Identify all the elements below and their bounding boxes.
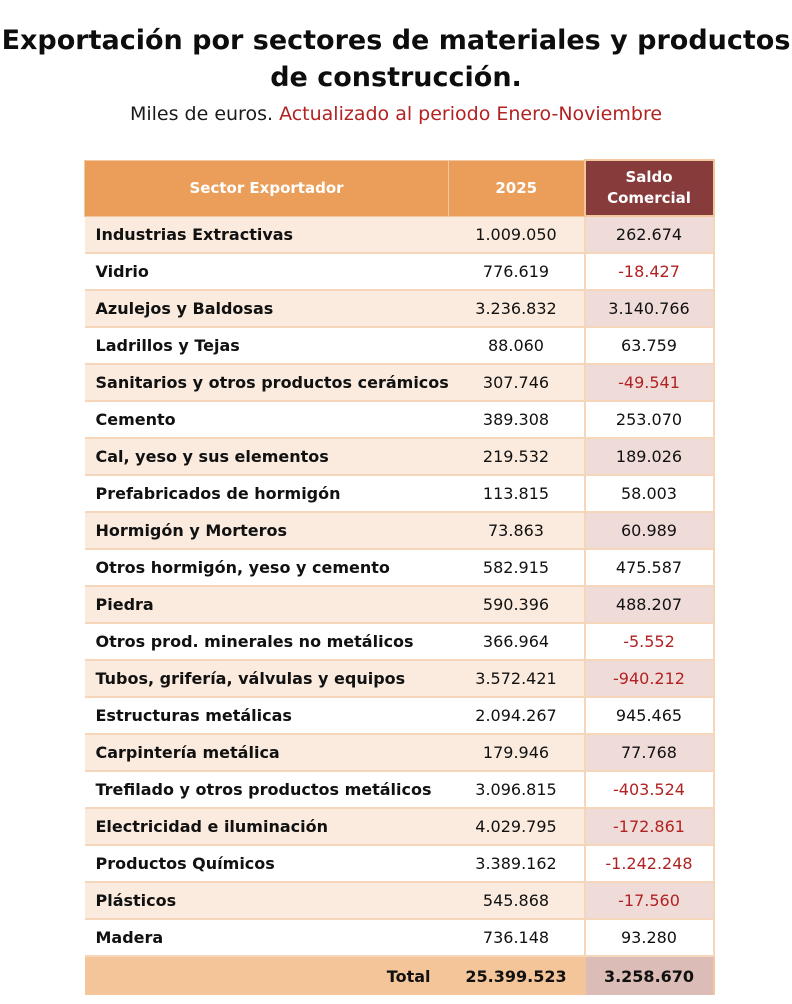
column-header-saldo-line1: Saldo <box>625 168 673 186</box>
column-header-sector: Sector Exportador <box>84 159 449 217</box>
cell-saldo: -940.212 <box>583 660 715 698</box>
cell-sector: Piedra <box>84 586 449 624</box>
total-2025: 25.399.523 <box>448 956 585 995</box>
cell-saldo: 93.280 <box>583 919 715 957</box>
table-row: Sanitarios y otros productos cerámicos 30… <box>84 364 715 402</box>
table-row: Madera 736.148 93.280 <box>84 919 715 957</box>
table-row: Carpintería metálica 179.946 77.768 <box>84 734 715 772</box>
export-table: Sector Exportador 2025 Saldo Comercial I… <box>84 159 715 995</box>
cell-2025: 4.029.795 <box>448 808 585 846</box>
table-row: Ladrillos y Tejas 88.060 63.759 <box>84 327 715 365</box>
cell-2025: 3.236.832 <box>448 290 585 328</box>
cell-saldo: -172.861 <box>583 808 715 846</box>
cell-2025: 736.148 <box>448 919 585 957</box>
table-row: Hormigón y Morteros 73.863 60.989 <box>84 512 715 550</box>
cell-saldo: -18.427 <box>583 253 715 291</box>
cell-2025: 219.532 <box>448 438 585 476</box>
cell-sector: Industrias Extractivas <box>84 216 449 254</box>
cell-saldo: 60.989 <box>583 512 715 550</box>
cell-saldo: -1.242.248 <box>583 845 715 883</box>
cell-sector: Otros hormigón, yeso y cemento <box>84 549 449 587</box>
cell-sector: Electricidad e iluminación <box>84 808 449 846</box>
cell-2025: 590.396 <box>448 586 585 624</box>
cell-2025: 3.096.815 <box>448 771 585 809</box>
table-row: Tubos, grifería, válvulas y equipos 3.572… <box>84 660 715 698</box>
table-body: Industrias Extractivas 1.009.050 262.674 Vi… <box>84 216 715 995</box>
table-row: Plásticos 545.868 -17.560 <box>84 882 715 920</box>
cell-2025: 366.964 <box>448 623 585 661</box>
cell-saldo: -5.552 <box>583 623 715 661</box>
table-row: Cemento 389.308 253.070 <box>84 401 715 439</box>
cell-saldo: -17.560 <box>583 882 715 920</box>
cell-sector: Tubos, grifería, válvulas y equipos <box>84 660 449 698</box>
cell-sector: Prefabricados de hormigón <box>84 475 449 513</box>
cell-sector: Productos Químicos <box>84 845 449 883</box>
cell-saldo: 77.768 <box>583 734 715 772</box>
column-header-2025: 2025 <box>448 159 585 217</box>
cell-sector: Estructuras metálicas <box>84 697 449 735</box>
table-total-row: Total 25.399.523 3.258.670 <box>84 956 715 995</box>
title-line-1: Exportación por sectores de materiales y… <box>1 25 791 56</box>
cell-saldo: -403.524 <box>583 771 715 809</box>
cell-2025: 3.572.421 <box>448 660 585 698</box>
cell-sector: Vidrio <box>84 253 449 291</box>
title-line-2: de construcción. <box>270 62 522 93</box>
cell-saldo: -49.541 <box>583 364 715 402</box>
cell-sector: Hormigón y Morteros <box>84 512 449 550</box>
cell-sector: Sanitarios y otros productos cerámicos <box>84 364 449 402</box>
cell-2025: 1.009.050 <box>448 216 585 254</box>
cell-saldo: 488.207 <box>583 586 715 624</box>
cell-sector: Carpintería metálica <box>84 734 449 772</box>
table-row: Cal, yeso y sus elementos 219.532 189.026 <box>84 438 715 476</box>
subtitle: Miles de euros. Actualizado al periodo E… <box>0 101 792 127</box>
cell-saldo: 63.759 <box>583 327 715 365</box>
cell-2025: 582.915 <box>448 549 585 587</box>
cell-sector: Plásticos <box>84 882 449 920</box>
cell-2025: 3.389.162 <box>448 845 585 883</box>
table-row: Industrias Extractivas 1.009.050 262.674 <box>84 216 715 254</box>
table-row: Vidrio 776.619 -18.427 <box>84 253 715 291</box>
cell-sector: Madera <box>84 919 449 957</box>
cell-2025: 776.619 <box>448 253 585 291</box>
cell-sector: Trefilado y otros productos metálicos <box>84 771 449 809</box>
subtitle-period: Actualizado al periodo Enero-Noviembre <box>279 103 663 125</box>
cell-sector: Cal, yeso y sus elementos <box>84 438 449 476</box>
total-saldo: 3.258.670 <box>583 956 715 995</box>
cell-2025: 73.863 <box>448 512 585 550</box>
table-row: Otros prod. minerales no metálicos 366.96… <box>84 623 715 661</box>
cell-saldo: 262.674 <box>583 216 715 254</box>
table-row: Otros hormigón, yeso y cemento 582.915 475… <box>84 549 715 587</box>
table-row: Productos Químicos 3.389.162 -1.242.248 <box>84 845 715 883</box>
cell-2025: 307.746 <box>448 364 585 402</box>
cell-saldo: 253.070 <box>583 401 715 439</box>
cell-sector: Cemento <box>84 401 449 439</box>
cell-sector: Otros prod. minerales no metálicos <box>84 623 449 661</box>
table-header-row: Sector Exportador 2025 Saldo Comercial <box>84 159 715 217</box>
cell-sector: Azulejos y Baldosas <box>84 290 449 328</box>
cell-2025: 545.868 <box>448 882 585 920</box>
page-title: Exportación por sectores de materiales y… <box>0 22 792 96</box>
table-row: Electricidad e iluminación 4.029.795 -172.… <box>84 808 715 846</box>
cell-2025: 389.308 <box>448 401 585 439</box>
cell-saldo: 3.140.766 <box>583 290 715 328</box>
cell-2025: 88.060 <box>448 327 585 365</box>
subtitle-units: Miles de euros. <box>129 103 274 125</box>
cell-saldo: 475.587 <box>583 549 715 587</box>
table-row: Estructuras metálicas 2.094.267 945.465 <box>84 697 715 735</box>
column-header-saldo-line2: Comercial <box>607 189 691 207</box>
column-header-saldo: Saldo Comercial <box>583 159 715 217</box>
cell-saldo: 189.026 <box>583 438 715 476</box>
table-row: Azulejos y Baldosas 3.236.832 3.140.766 <box>84 290 715 328</box>
cell-2025: 2.094.267 <box>448 697 585 735</box>
cell-2025: 113.815 <box>448 475 585 513</box>
table-row: Piedra 590.396 488.207 <box>84 586 715 624</box>
total-label: Total <box>84 956 449 995</box>
table-row: Prefabricados de hormigón 113.815 58.003 <box>84 475 715 513</box>
table-row: Trefilado y otros productos metálicos 3.0… <box>84 771 715 809</box>
cell-sector: Ladrillos y Tejas <box>84 327 449 365</box>
cell-saldo: 58.003 <box>583 475 715 513</box>
cell-saldo: 945.465 <box>583 697 715 735</box>
cell-2025: 179.946 <box>448 734 585 772</box>
